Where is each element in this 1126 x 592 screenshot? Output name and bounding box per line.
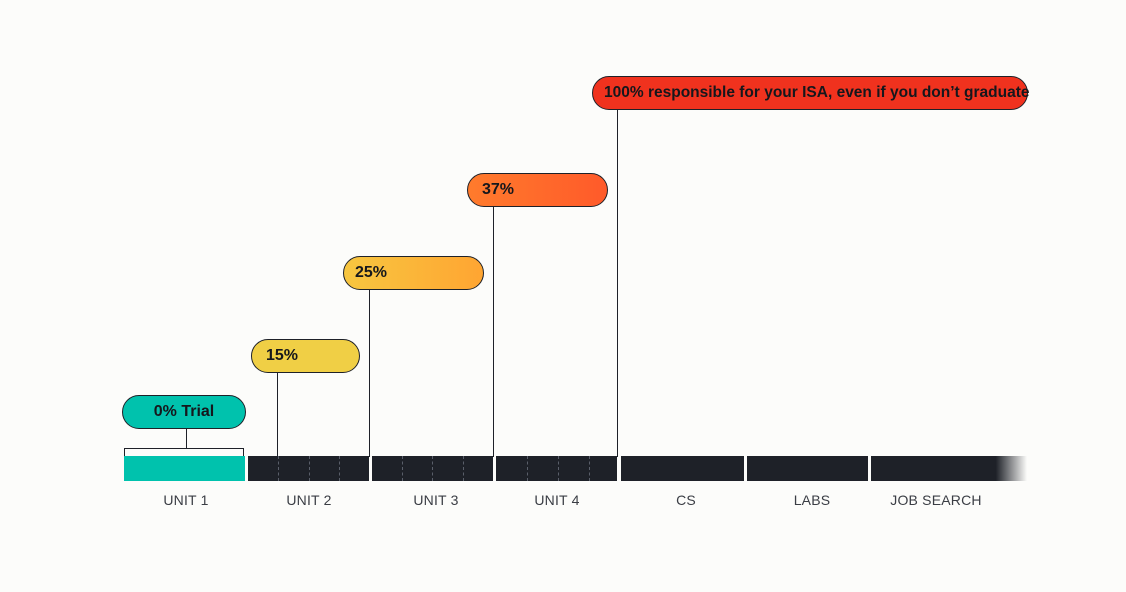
stem-15	[277, 373, 279, 457]
tick	[527, 456, 528, 481]
label-unit-4: UNIT 4	[534, 492, 580, 508]
label-unit-1: UNIT 1	[163, 492, 209, 508]
label-labs: LABS	[793, 492, 831, 508]
label-unit-3: UNIT 3	[413, 492, 459, 508]
segment-unit-4	[496, 456, 617, 481]
milestone-100-label: 100% responsible for your ISA, even if y…	[604, 84, 1030, 101]
tick	[589, 456, 590, 481]
milestone-25: 25%	[343, 256, 484, 290]
tick	[309, 456, 310, 481]
milestone-25-label: 25%	[355, 264, 388, 281]
tick	[402, 456, 403, 481]
tick	[463, 456, 464, 481]
trial-bracket	[124, 448, 244, 456]
milestone-37-label: 37%	[482, 181, 515, 198]
segment-job-search	[871, 456, 1027, 481]
stem-100	[617, 110, 619, 457]
tick	[558, 456, 559, 481]
stem-37	[493, 207, 495, 457]
segment-unit-2	[248, 456, 369, 481]
trial-stem	[186, 429, 188, 448]
milestone-100: 100% responsible for your ISA, even if y…	[592, 76, 1030, 110]
milestone-37: 37%	[467, 173, 608, 207]
tick	[278, 456, 279, 481]
label-job-search: JOB SEARCH	[890, 492, 982, 508]
milestone-trial: 0% Trial	[122, 395, 246, 429]
tick	[432, 456, 433, 481]
milestone-15: 15%	[251, 339, 360, 373]
label-cs: CS	[676, 492, 696, 508]
segment-labs	[747, 456, 868, 481]
tick	[339, 456, 340, 481]
stem-25	[369, 290, 371, 457]
segment-cs	[621, 456, 744, 481]
label-unit-2: UNIT 2	[286, 492, 332, 508]
segment-unit-1	[124, 456, 245, 481]
milestone-15-label: 15%	[266, 347, 299, 364]
milestone-trial-label: 0% Trial	[153, 403, 215, 420]
